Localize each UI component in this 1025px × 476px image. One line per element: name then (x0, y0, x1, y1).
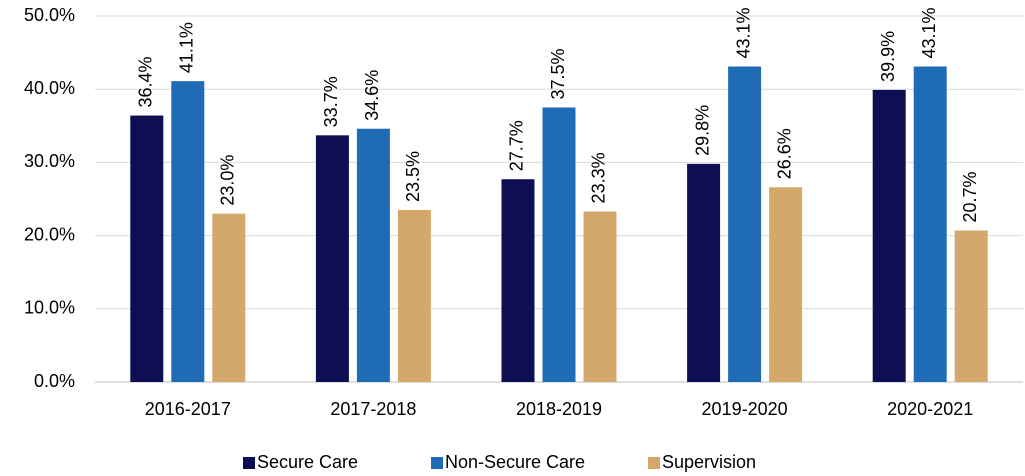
bar (913, 66, 947, 383)
bar (687, 163, 721, 382)
x-tick-label: 2016-2017 (145, 399, 231, 419)
x-tick-label: 2019-2020 (702, 399, 788, 419)
y-tick-label: 0.0% (34, 371, 75, 391)
data-label: 23.0% (218, 155, 238, 206)
y-tick-label: 10.0% (24, 298, 75, 318)
bar (212, 213, 246, 382)
data-label: 33.7% (321, 76, 341, 127)
bar (728, 66, 762, 383)
x-tick-label: 2017-2018 (330, 399, 416, 419)
y-tick-label: 30.0% (24, 151, 75, 171)
bar (397, 209, 431, 382)
legend-swatch (431, 457, 443, 469)
bar (542, 107, 576, 382)
legend-label: Supervision (662, 452, 756, 472)
bar (130, 115, 164, 382)
bar (769, 187, 803, 382)
x-tick-label: 2018-2019 (516, 399, 602, 419)
bar (583, 211, 617, 382)
data-label: 27.7% (507, 120, 527, 171)
data-label: 29.8% (692, 105, 712, 156)
bar (954, 230, 988, 382)
data-label: 23.3% (589, 152, 609, 203)
bar (872, 89, 906, 382)
data-label: 20.7% (960, 171, 980, 222)
x-tick-label: 2020-2021 (887, 399, 973, 419)
bar (356, 128, 390, 382)
y-tick-label: 40.0% (24, 78, 75, 98)
data-label: 34.6% (362, 70, 382, 121)
data-label: 43.1% (919, 7, 939, 58)
data-label: 36.4% (136, 57, 156, 108)
data-label: 39.9% (878, 31, 898, 82)
legend-label: Secure Care (257, 452, 358, 472)
data-label: 37.5% (548, 48, 568, 99)
data-label: 23.5% (403, 151, 423, 202)
bar (501, 179, 535, 382)
legend-label: Non-Secure Care (445, 452, 585, 472)
y-tick-label: 50.0% (24, 5, 75, 25)
legend-swatch (243, 457, 255, 469)
data-label: 26.6% (774, 128, 794, 179)
data-label: 43.1% (733, 7, 753, 58)
data-label: 41.1% (177, 22, 197, 73)
legend-swatch (648, 457, 660, 469)
bar (315, 135, 349, 382)
bar (171, 81, 205, 382)
y-tick-label: 20.0% (24, 224, 75, 244)
